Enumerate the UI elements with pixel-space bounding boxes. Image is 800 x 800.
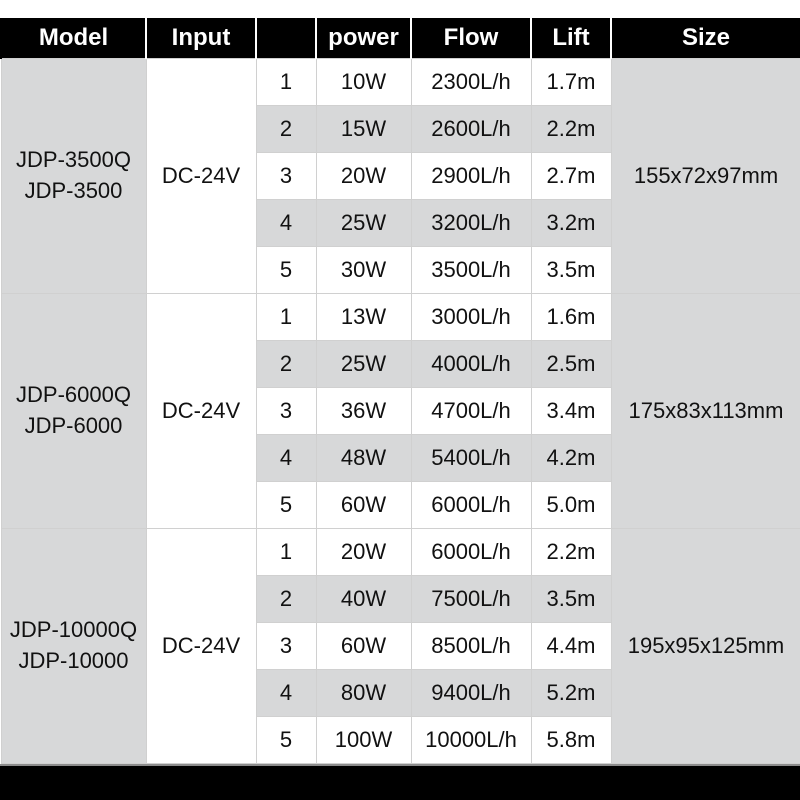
table-header-row: Model Input power Flow Lift Size xyxy=(1,18,800,59)
level-cell: 3 xyxy=(256,153,316,200)
level-cell: 3 xyxy=(256,388,316,435)
size-cell: 195x95x125mm xyxy=(611,529,800,764)
level-cell: 1 xyxy=(256,59,316,106)
size-cell: 155x72x97mm xyxy=(611,59,800,294)
power-cell: 20W xyxy=(316,529,411,576)
level-cell: 4 xyxy=(256,435,316,482)
flow-cell: 7500L/h xyxy=(411,576,531,623)
lift-cell: 5.8m xyxy=(531,717,611,764)
power-cell: 15W xyxy=(316,106,411,153)
level-cell: 2 xyxy=(256,341,316,388)
table-row: JDP-3500QJDP-3500DC-24V110W2300L/h1.7m15… xyxy=(1,59,800,106)
input-cell: DC-24V xyxy=(146,294,256,529)
table-row: JDP-10000QJDP-10000DC-24V120W6000L/h2.2m… xyxy=(1,529,800,576)
lift-cell: 3.4m xyxy=(531,388,611,435)
input-cell: DC-24V xyxy=(146,59,256,294)
lift-cell: 5.0m xyxy=(531,482,611,529)
power-cell: 10W xyxy=(316,59,411,106)
flow-cell: 4700L/h xyxy=(411,388,531,435)
level-cell: 1 xyxy=(256,529,316,576)
power-cell: 25W xyxy=(316,341,411,388)
flow-cell: 3500L/h xyxy=(411,247,531,294)
flow-cell: 2300L/h xyxy=(411,59,531,106)
input-cell: DC-24V xyxy=(146,529,256,764)
col-header-lift: Lift xyxy=(531,18,611,59)
model-cell: JDP-6000QJDP-6000 xyxy=(1,294,146,529)
model-cell: JDP-10000QJDP-10000 xyxy=(1,529,146,764)
lift-cell: 2.2m xyxy=(531,529,611,576)
power-cell: 60W xyxy=(316,482,411,529)
level-cell: 5 xyxy=(256,717,316,764)
power-cell: 30W xyxy=(316,247,411,294)
flow-cell: 2900L/h xyxy=(411,153,531,200)
lift-cell: 5.2m xyxy=(531,670,611,717)
lift-cell: 1.6m xyxy=(531,294,611,341)
flow-cell: 5400L/h xyxy=(411,435,531,482)
level-cell: 5 xyxy=(256,482,316,529)
power-cell: 20W xyxy=(316,153,411,200)
col-header-flow: Flow xyxy=(411,18,531,59)
col-header-size: Size xyxy=(611,18,800,59)
flow-cell: 10000L/h xyxy=(411,717,531,764)
col-header-input: Input xyxy=(146,18,256,59)
power-cell: 13W xyxy=(316,294,411,341)
flow-cell: 3200L/h xyxy=(411,200,531,247)
col-header-power: power xyxy=(316,18,411,59)
power-cell: 48W xyxy=(316,435,411,482)
power-cell: 80W xyxy=(316,670,411,717)
flow-cell: 3000L/h xyxy=(411,294,531,341)
flow-cell: 2600L/h xyxy=(411,106,531,153)
lift-cell: 3.5m xyxy=(531,247,611,294)
flow-cell: 6000L/h xyxy=(411,482,531,529)
col-header-level xyxy=(256,18,316,59)
level-cell: 2 xyxy=(256,106,316,153)
size-cell: 175x83x113mm xyxy=(611,294,800,529)
level-cell: 4 xyxy=(256,200,316,247)
lift-cell: 2.7m xyxy=(531,153,611,200)
lift-cell: 2.5m xyxy=(531,341,611,388)
lift-cell: 3.5m xyxy=(531,576,611,623)
lift-cell: 1.7m xyxy=(531,59,611,106)
table-row: JDP-6000QJDP-6000DC-24V113W3000L/h1.6m17… xyxy=(1,294,800,341)
level-cell: 1 xyxy=(256,294,316,341)
flow-cell: 8500L/h xyxy=(411,623,531,670)
lift-cell: 4.4m xyxy=(531,623,611,670)
col-header-model: Model xyxy=(1,18,146,59)
lift-cell: 3.2m xyxy=(531,200,611,247)
spec-table: Model Input power Flow Lift Size JDP-350… xyxy=(0,18,800,764)
level-cell: 5 xyxy=(256,247,316,294)
lift-cell: 4.2m xyxy=(531,435,611,482)
model-cell: JDP-3500QJDP-3500 xyxy=(1,59,146,294)
level-cell: 3 xyxy=(256,623,316,670)
flow-cell: 9400L/h xyxy=(411,670,531,717)
power-cell: 100W xyxy=(316,717,411,764)
power-cell: 36W xyxy=(316,388,411,435)
power-cell: 40W xyxy=(316,576,411,623)
bottom-black-region xyxy=(0,764,800,800)
power-cell: 25W xyxy=(316,200,411,247)
power-cell: 60W xyxy=(316,623,411,670)
level-cell: 2 xyxy=(256,576,316,623)
lift-cell: 2.2m xyxy=(531,106,611,153)
level-cell: 4 xyxy=(256,670,316,717)
flow-cell: 6000L/h xyxy=(411,529,531,576)
flow-cell: 4000L/h xyxy=(411,341,531,388)
